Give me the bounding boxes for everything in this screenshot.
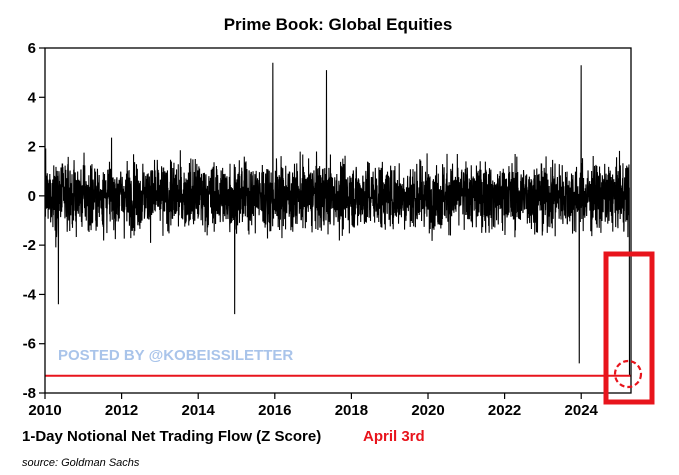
series-line: [45, 62, 631, 376]
highlight-circle: [613, 359, 643, 389]
y-tick-label: -8: [23, 385, 36, 402]
x-tick-label: 2016: [258, 402, 291, 419]
y-tick-label: -6: [23, 336, 36, 353]
y-tick-label: -4: [23, 286, 37, 303]
source-note: source: Goldman Sachs: [22, 457, 140, 469]
x-tick-label: 2022: [488, 402, 521, 419]
x-tick-label: 2018: [335, 402, 368, 419]
x-axis-label: 1-Day Notional Net Trading Flow (Z Score…: [22, 428, 321, 445]
y-tick-label: -2: [23, 237, 36, 254]
highlight-box: [603, 251, 655, 405]
series-path: [45, 62, 631, 376]
x-tick-label: 2020: [411, 402, 444, 419]
x-axis: 2010 2012 2014 2016 2018 2020 2022 2024: [28, 393, 599, 419]
y-tick-label: 4: [28, 89, 37, 106]
y-tick-label: 0: [28, 188, 36, 205]
y-tick-label: 6: [28, 40, 36, 57]
y-tick-label: 2: [28, 139, 36, 156]
x-tick-label: 2014: [182, 402, 216, 419]
y-axis: 6 4 2 0 -2 -4 -6 -8: [23, 40, 45, 402]
annotation-label: April 3rd: [363, 428, 425, 445]
x-tick-label: 2024: [565, 402, 599, 419]
x-tick-label: 2012: [105, 402, 138, 419]
watermark-text: POSTED BY @KOBEISSILETTER: [58, 347, 293, 364]
plot-frame: [44, 47, 632, 394]
chart-title: Prime Book: Global Equities: [224, 15, 453, 34]
x-tick-label: 2010: [28, 402, 61, 419]
